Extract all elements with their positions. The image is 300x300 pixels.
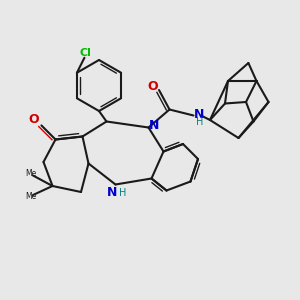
Text: Me: Me <box>26 169 37 178</box>
Text: N: N <box>107 185 118 199</box>
Text: N: N <box>149 118 159 132</box>
Text: H: H <box>119 188 127 199</box>
Text: Me: Me <box>26 192 37 201</box>
Text: O: O <box>147 80 158 94</box>
Text: O: O <box>28 113 39 126</box>
Text: Cl: Cl <box>80 48 92 58</box>
Text: N: N <box>194 107 205 121</box>
Text: H: H <box>196 117 204 127</box>
